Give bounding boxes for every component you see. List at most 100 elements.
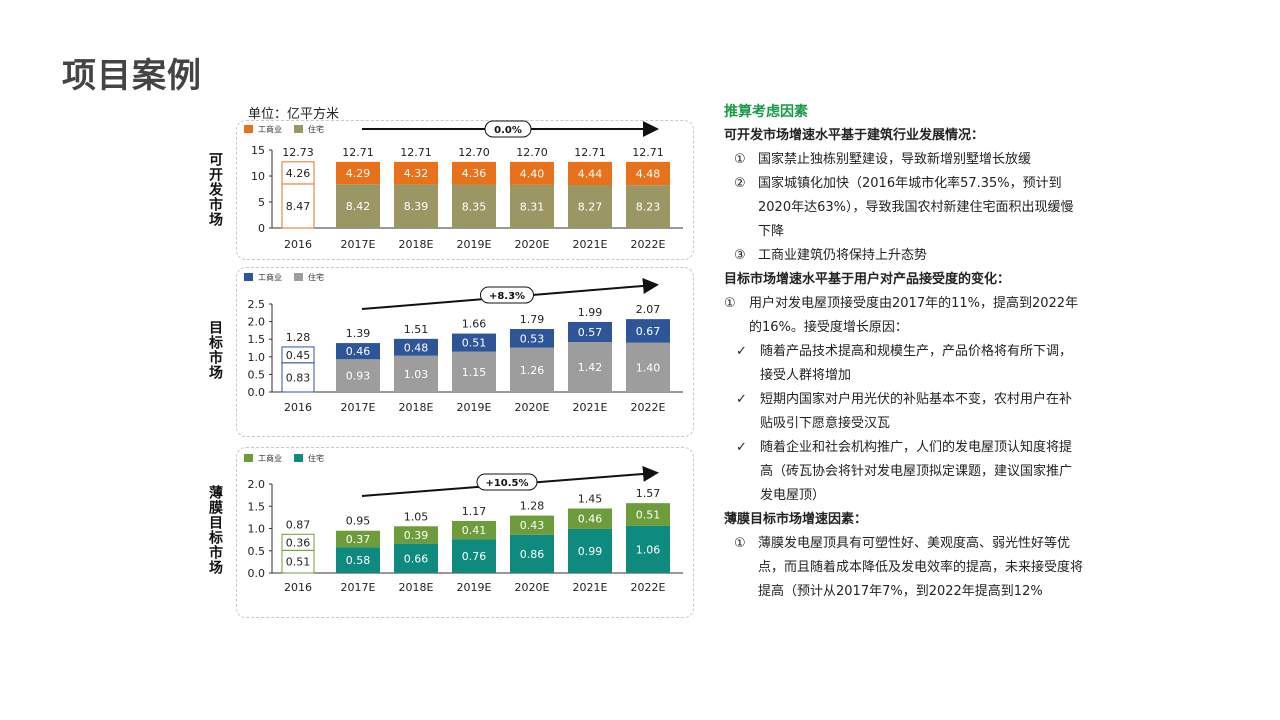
data-label: 1.06: [636, 543, 661, 556]
total-label: 1.57: [636, 487, 661, 500]
total-label: 1.66: [462, 318, 487, 331]
bar-segment: [568, 161, 612, 185]
bar-segment: [336, 359, 380, 392]
data-label: 4.29: [346, 167, 371, 180]
item-text: 工商业建筑仍将保持上升态势: [758, 248, 928, 263]
bar-segment: [394, 338, 438, 356]
y-tick-label: 1.0: [248, 351, 266, 364]
bar-segment: [281, 346, 315, 364]
legend-swatch: [294, 454, 303, 462]
x-tick-label: 2017E: [341, 581, 376, 594]
x-tick-label: 2017E: [341, 238, 376, 251]
y-tick-label: 0.0: [248, 567, 266, 580]
item-text: 国家禁止独栋别墅建设，导致新增别墅增长放缓: [758, 152, 1032, 167]
check-icon: ✓: [736, 344, 747, 359]
bar-segment: [394, 161, 438, 185]
check-icon: ✓: [736, 392, 747, 407]
section-1-item: ① 国家禁止独栋别墅建设，导致新增别墅增长放缓: [724, 148, 1084, 172]
item-marker: ③: [734, 248, 746, 263]
legend-swatch: [244, 125, 253, 133]
data-label: 0.51: [636, 508, 661, 521]
data-label: 0.66: [404, 552, 429, 565]
item-text: 薄膜发电屋顶具有可塑性好、美观度高、弱光性好等优点，而且随着成本降低及发电效率的…: [758, 536, 1084, 599]
data-label: 8.27: [578, 200, 603, 213]
total-label: 1.79: [520, 313, 545, 326]
data-label: 4.36: [462, 167, 487, 180]
y-tick-label: 5: [258, 196, 265, 209]
bar-segment: [510, 161, 554, 185]
section-2-title: 目标市场增速水平基于用户对产品接受度的变化：: [724, 272, 1011, 287]
bar-segment: [336, 161, 380, 185]
bar-segment: [336, 343, 380, 360]
total-label: 1.28: [286, 331, 311, 344]
total-label: 1.51: [404, 323, 429, 336]
x-tick-label: 2018E: [399, 238, 434, 251]
chart-side-label-thin-film: 薄膜目标市场: [207, 485, 223, 575]
total-label: 12.70: [458, 146, 490, 159]
legend-label: 工商业: [258, 272, 282, 282]
bar-segment: [281, 533, 315, 551]
total-label: 12.71: [342, 146, 374, 159]
section-2-item: ① 用户对发电屋顶接受度由2017年的11%，提高到2022年的16%。接受度增…: [724, 292, 1084, 340]
y-tick-label: 0.5: [248, 545, 266, 558]
x-tick-label: 2019E: [457, 581, 492, 594]
data-label: 0.48: [404, 341, 429, 354]
data-label: 0.51: [286, 556, 311, 569]
total-label: 0.95: [346, 515, 371, 528]
data-label: 0.51: [462, 337, 487, 350]
bar-segment: [568, 528, 612, 573]
item-text: 短期内国家对户用光伏的补贴基本不变，农村用户在补贴吸引下愿意接受汉瓦: [760, 392, 1073, 431]
x-tick-label: 2022E: [631, 581, 666, 594]
x-tick-label: 2020E: [515, 401, 550, 414]
bar-segment: [394, 543, 438, 573]
total-label: 1.99: [578, 306, 603, 319]
x-tick-label: 2020E: [515, 581, 550, 594]
data-label: 1.15: [462, 366, 487, 379]
total-label: 12.70: [516, 146, 548, 159]
total-label: 2.07: [636, 303, 661, 316]
data-label: 8.31: [520, 200, 545, 213]
x-tick-label: 2022E: [631, 401, 666, 414]
growth-badge: [476, 473, 538, 491]
bar-segment: [452, 333, 496, 352]
data-label: 0.43: [520, 519, 545, 532]
total-label: 0.87: [286, 518, 311, 531]
y-tick-label: 2.0: [248, 316, 266, 329]
y-tick-label: 1.5: [248, 333, 266, 346]
section-1-item: ② 国家城镇化加快（2016年城市化率57.35%，预计到2020年达63%），…: [724, 172, 1084, 244]
data-label: 0.93: [346, 370, 371, 383]
data-label: 0.83: [286, 371, 311, 384]
item-marker: ①: [734, 152, 746, 167]
growth-label: +10.5%: [485, 478, 528, 489]
chart-side-label-developable: 可开发市场: [207, 152, 223, 227]
bar-segment: [394, 184, 438, 228]
bar-segment: [626, 161, 670, 186]
chart-panel-target: [236, 267, 694, 437]
legend-label: 住宅: [308, 453, 324, 463]
data-label: 4.48: [636, 168, 661, 181]
bar-segment: [510, 347, 554, 392]
growth-badge: [484, 120, 532, 138]
x-tick-label: 2016: [284, 401, 312, 414]
growth-label: 0.0%: [494, 125, 522, 136]
legend-swatch: [244, 273, 253, 281]
total-label: 12.71: [632, 146, 664, 159]
item-text: 国家城镇化加快（2016年城市化率57.35%，预计到2020年达63%），导致…: [758, 176, 1074, 239]
x-tick-label: 2019E: [457, 401, 492, 414]
bar-segment: [568, 508, 612, 529]
growth-label: +8.3%: [489, 291, 525, 302]
y-tick-label: 0.5: [248, 368, 266, 381]
section-2-check-item: ✓ 随着产品技术提高和规模生产，产品价格将有所下调，接受人群将增加: [724, 340, 1084, 388]
page-title: 项目案例: [62, 56, 202, 96]
data-label: 8.23: [636, 201, 661, 214]
data-label: 4.40: [520, 167, 545, 180]
x-tick-label: 2016: [284, 581, 312, 594]
bar-segment: [452, 351, 496, 392]
total-label: 1.05: [404, 510, 429, 523]
data-label: 0.37: [346, 533, 371, 546]
data-label: 1.26: [520, 364, 545, 377]
bar-segment: [394, 355, 438, 392]
data-label: 4.26: [286, 167, 311, 180]
